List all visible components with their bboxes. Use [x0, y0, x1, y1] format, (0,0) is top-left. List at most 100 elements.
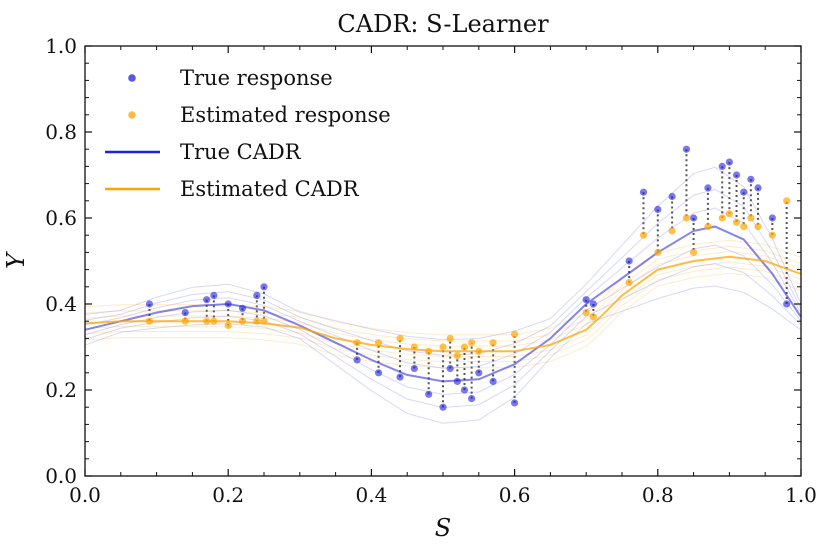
estimated-response-point	[582, 309, 590, 317]
true-response-point	[639, 188, 648, 196]
true-response-point	[625, 257, 633, 265]
true-response-point	[740, 188, 748, 196]
estimated-response-point	[439, 343, 447, 351]
true-response-point	[145, 300, 154, 308]
true-response-point	[203, 296, 211, 304]
true-response-point	[238, 304, 247, 312]
estimated-response-point	[410, 343, 418, 351]
estimated-response-point	[203, 317, 211, 325]
estimated-response-point	[725, 210, 734, 218]
true-response-point	[475, 369, 483, 377]
true-response-point	[453, 377, 461, 385]
estimated-cadr-sample-line	[84, 266, 802, 363]
true-response-point	[589, 300, 597, 308]
true-response-point	[704, 184, 712, 192]
x-tick-label: 1.0	[785, 483, 817, 507]
x-tick-label: 0.6	[499, 483, 531, 507]
estimated-response-point	[510, 330, 519, 338]
estimated-response-point	[253, 317, 261, 325]
true-response-point	[468, 395, 476, 403]
true-response-point	[253, 291, 261, 299]
y-tick-label: 0.2	[45, 378, 77, 402]
estimated-response-point	[238, 317, 247, 325]
estimated-response-point	[754, 223, 762, 231]
legend-label: Estimated CADR	[180, 177, 360, 201]
y-tick-label: 0.6	[45, 206, 77, 230]
true-cadr-sample-line	[84, 285, 802, 424]
true-cadr-sample-line	[84, 188, 802, 356]
plot-area	[84, 145, 802, 424]
true-response-point	[768, 214, 776, 222]
y-tick-label: 1.0	[45, 34, 77, 58]
true-response-point	[224, 300, 232, 308]
estimated-response-point	[374, 339, 383, 347]
legend: True response Estimated response True CADR…	[105, 66, 391, 201]
x-tick-label: 0.2	[212, 483, 244, 507]
estimated-response-point	[682, 214, 691, 222]
estimated-response-point	[747, 214, 755, 222]
x-tick-label: 0.0	[69, 483, 101, 507]
true-response-point	[181, 309, 189, 317]
estimated-response-point	[783, 197, 791, 205]
true-response-point	[718, 162, 726, 170]
estimated-cadr-sample-line	[84, 261, 802, 357]
true-response-point	[489, 377, 497, 385]
true-cadr-sample-line	[84, 166, 802, 341]
estimated-response-point	[145, 317, 154, 325]
legend-marker	[128, 74, 136, 82]
estimated-response-point	[589, 313, 597, 321]
x-tick-label: 0.8	[642, 483, 674, 507]
legend-label: True CADR	[180, 140, 302, 164]
estimated-response-point	[460, 343, 469, 351]
axis-ticks: 0.0 0.2 0.4 0.6 0.8 1.0 0.0 0.2 0.4 0.6 0.8 1.0	[45, 34, 817, 507]
true-response-point	[460, 386, 469, 394]
estimated-response-point	[260, 317, 268, 325]
true-response-point	[654, 205, 662, 213]
estimated-response-point	[654, 248, 662, 256]
y-tick-label: 0.8	[45, 120, 77, 144]
x-tick-label: 0.4	[355, 483, 387, 507]
estimated-response-point	[704, 223, 712, 231]
true-response-point	[353, 356, 361, 364]
estimated-response-point	[740, 223, 748, 231]
estimated-response-point	[446, 334, 454, 342]
legend-label: Estimated response	[180, 103, 391, 127]
estimated-response-point	[396, 334, 404, 342]
true-response-point	[582, 296, 590, 304]
true-response-point	[754, 184, 762, 192]
estimated-cadr-sample-line	[84, 250, 802, 347]
estimated-response-point	[210, 317, 218, 325]
true-response-point	[396, 373, 404, 381]
y-tick-label: 0.4	[45, 292, 77, 316]
true-response-point	[682, 145, 691, 153]
chart-title: CADR: S-Learner	[337, 10, 549, 38]
estimated-response-point	[625, 278, 633, 287]
true-response-point	[410, 364, 418, 373]
estimated-response-point	[224, 321, 232, 330]
true-response-point	[374, 369, 383, 377]
estimated-response-point	[718, 214, 726, 222]
legend-marker	[128, 111, 136, 119]
estimated-response-point	[181, 317, 189, 325]
true-cadr-sample-line	[84, 263, 802, 409]
true-response-point	[210, 291, 218, 299]
true-response-point	[690, 214, 698, 222]
true-response-point	[668, 192, 676, 201]
true-response-point	[439, 403, 447, 411]
true-response-point	[260, 283, 268, 291]
true-cadr-sample-line	[84, 207, 802, 369]
true-cadr-sample-line	[84, 244, 802, 396]
x-axis-label: S	[435, 514, 451, 542]
estimated-response-point	[668, 227, 676, 235]
true-response-point	[732, 171, 741, 179]
legend-label: True response	[180, 66, 333, 90]
true-response-point	[446, 364, 454, 373]
true-response-point	[510, 399, 519, 407]
y-tick-label: 0.0	[45, 464, 77, 488]
true-cadr-line	[84, 225, 802, 383]
estimated-response-point	[639, 231, 648, 239]
estimated-response-point	[732, 218, 741, 226]
estimated-response-point	[353, 339, 361, 347]
true-response-point	[747, 175, 755, 183]
y-axis-label: Y	[2, 251, 30, 269]
